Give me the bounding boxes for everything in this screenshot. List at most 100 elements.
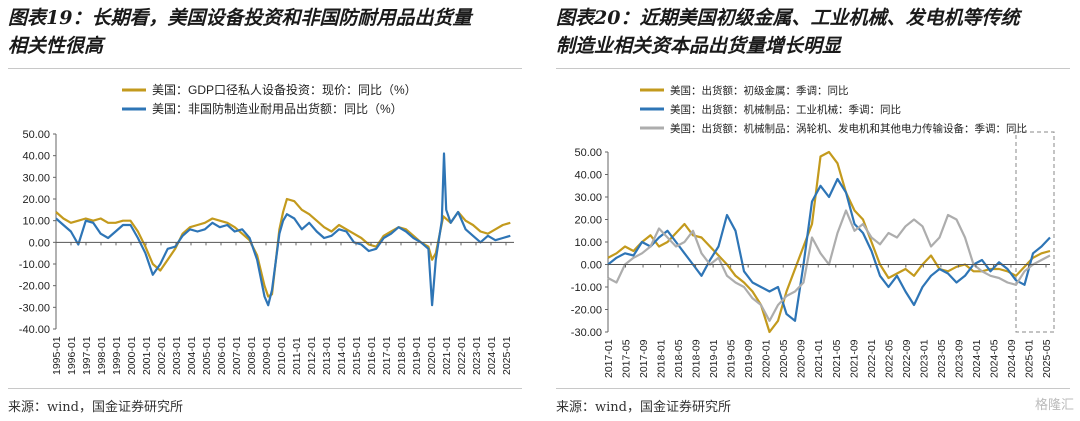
right-xtick-label: 2022-05 [883, 339, 895, 378]
left-chart: 美国：GDP口径私人设备投资：现价：同比（%） 美国：非国防制造业耐用品出货额：同… [19, 82, 514, 375]
right-highlight-box [1015, 131, 1055, 333]
left-ytick-label: -20.00 [19, 281, 50, 293]
right-xtick-label: 2020-09 [796, 339, 808, 378]
left-ytick-label: -10.00 [19, 259, 50, 271]
left-ytick-label: 40.00 [22, 151, 50, 163]
right-ytick-label: 30.00 [574, 192, 602, 204]
left-xtick-label: 2002-01 [156, 336, 168, 375]
right-legend-label-2: 美国：出货额：机械制品：涡轮机、发电机和其他电力传输设备：季调：同比 [670, 122, 1027, 135]
right-xtick-label: 2021-01 [813, 339, 825, 378]
left-ytick-label: 10.00 [22, 216, 50, 228]
left-xtick-label: 2006-01 [216, 336, 228, 375]
right-xtick-label: 2017-09 [638, 339, 650, 378]
right-title: 图表20：近期美国初级金属、工业机械、发电机等传统 制造业相关资本品出货量增长明… [556, 4, 1019, 60]
right-xtick-label: 2018-01 [656, 339, 668, 378]
left-xtick-label: 2014-01 [336, 336, 348, 375]
left-ytick-label: 0.00 [29, 237, 50, 249]
right-title-line1: 图表20：近期美国初级金属、工业机械、发电机等传统 [556, 7, 1020, 29]
left-xtick-label: 2019-01 [411, 336, 423, 375]
right-ytick-label: -10.00 [571, 282, 602, 294]
left-xtick-label: 1998-01 [96, 336, 108, 375]
left-xtick-label: 1997-01 [81, 336, 93, 375]
right-ytick-label: 40.00 [574, 170, 602, 182]
right-xtick-label: 2025-01 [1023, 339, 1035, 378]
left-xtick-label: 2010-01 [276, 336, 288, 375]
left-xtick-label: 2001-01 [141, 336, 153, 375]
left-xtick-label: 2024-01 [486, 336, 498, 375]
watermark: 格隆汇 [1034, 398, 1074, 413]
left-source: 来源：wind，国金证券研究所 [8, 400, 183, 415]
left-xtick-label: 2018-01 [396, 336, 408, 375]
left-xtick-label: 2012-01 [306, 336, 318, 375]
right-xtick-label: 2023-01 [918, 339, 930, 378]
left-xtick-label: 2022-01 [456, 336, 468, 375]
right-xtick-label: 2024-09 [1006, 339, 1018, 378]
left-xtick-label: 2025-01 [501, 336, 513, 375]
right-source-rule [556, 388, 1070, 389]
left-xtick-label: 2011-01 [291, 337, 303, 375]
left-xtick-label: 2009-01 [261, 336, 273, 375]
left-xtick-label: 2021-01 [441, 336, 453, 375]
left-ytick-label: 30.00 [22, 172, 50, 184]
right-xtick-label: 2019-09 [743, 339, 755, 378]
left-source-rule [8, 388, 522, 389]
right-xtick-label: 2020-01 [761, 339, 773, 378]
left-series-line-1 [55, 152, 511, 307]
left-title-rule [8, 68, 522, 69]
right-ytick-label: 0.00 [581, 260, 602, 272]
left-xtick-label: 2008-01 [246, 336, 258, 375]
left-xtick-label: 1999-01 [111, 336, 123, 375]
right-title-rule [556, 68, 1070, 69]
right-xtick-label: 2021-05 [831, 339, 843, 378]
left-legend-label-1: 美国：非国防制造业耐用品出货额：同比（%） [152, 101, 403, 116]
right-legend-label-1: 美国：出货额：机械制品：工业机械：季调：同比 [670, 103, 901, 116]
left-xtick-label: 2007-01 [231, 336, 243, 375]
right-ytick-label: 10.00 [574, 237, 602, 249]
right-ytick-label: -20.00 [571, 305, 602, 317]
right-xtick-label: 2020-05 [778, 339, 790, 378]
right-xtick-label: 2017-01 [603, 339, 615, 378]
left-xtick-label: 1996-01 [66, 336, 78, 375]
right-xtick-label: 2019-05 [726, 339, 738, 378]
left-xtick-label: 2020-01 [426, 336, 438, 375]
right-xtick-label: 2021-09 [848, 339, 860, 378]
left-xtick-label: 2016-01 [366, 336, 378, 375]
right-xtick-label: 2024-01 [971, 339, 983, 378]
right-xtick-label: 2024-05 [988, 339, 1000, 378]
right-source: 来源：wind，国金证券研究所 [556, 400, 731, 415]
left-xtick-label: 2004-01 [186, 336, 198, 375]
left-xtick-label: 2015-01 [351, 336, 363, 375]
right-ytick-label: 50.00 [574, 147, 602, 159]
left-xtick-label: 2003-01 [171, 336, 183, 375]
left-ytick-label: 20.00 [22, 194, 50, 206]
left-xtick-label: 2005-01 [201, 336, 213, 375]
right-ytick-label: 20.00 [574, 215, 602, 227]
right-xtick-label: 2023-09 [953, 339, 965, 378]
right-xtick-label: 2022-09 [901, 339, 913, 378]
right-series-line-1 [607, 177, 1051, 322]
right-xtick-label: 2019-01 [708, 339, 720, 378]
right-xtick-label: 2018-05 [673, 339, 685, 378]
right-chart: 美国：出货额：初级金属：季调：同比美国：出货额：机械制品：工业机械：季调：同比美… [571, 84, 1055, 378]
left-xtick-label: 1995-01 [51, 336, 63, 375]
right-xtick-label: 2017-05 [621, 339, 633, 378]
left-title: 图表19：长期看，美国设备投资和非国防耐用品出货量 相关性很高 [8, 4, 471, 60]
left-xtick-label: 2017-01 [381, 336, 393, 375]
left-title-line2: 相关性很高 [8, 35, 104, 57]
right-xtick-label: 2025-05 [1041, 339, 1053, 378]
left-title-line1: 图表19：长期看，美国设备投资和非国防耐用品出货量 [8, 7, 472, 29]
left-xtick-label: 2000-01 [126, 336, 138, 375]
right-xtick-label: 2023-05 [936, 339, 948, 378]
right-xtick-label: 2018-09 [691, 339, 703, 378]
right-ytick-label: -30.00 [571, 327, 602, 339]
right-xtick-label: 2022-01 [866, 339, 878, 378]
left-series-line-0 [55, 197, 511, 298]
right-series-line-2 [607, 209, 1051, 322]
left-ytick-label: 50.00 [22, 129, 50, 141]
left-legend-label-0: 美国：GDP口径私人设备投资：现价：同比（%） [152, 82, 417, 97]
left-ytick-label: -40.00 [19, 324, 50, 336]
right-legend-label-0: 美国：出货额：初级金属：季调：同比 [670, 84, 849, 97]
left-ytick-label: -30.00 [19, 302, 50, 314]
left-xtick-label: 2013-01 [321, 336, 333, 375]
left-xtick-label: 2023-01 [471, 336, 483, 375]
